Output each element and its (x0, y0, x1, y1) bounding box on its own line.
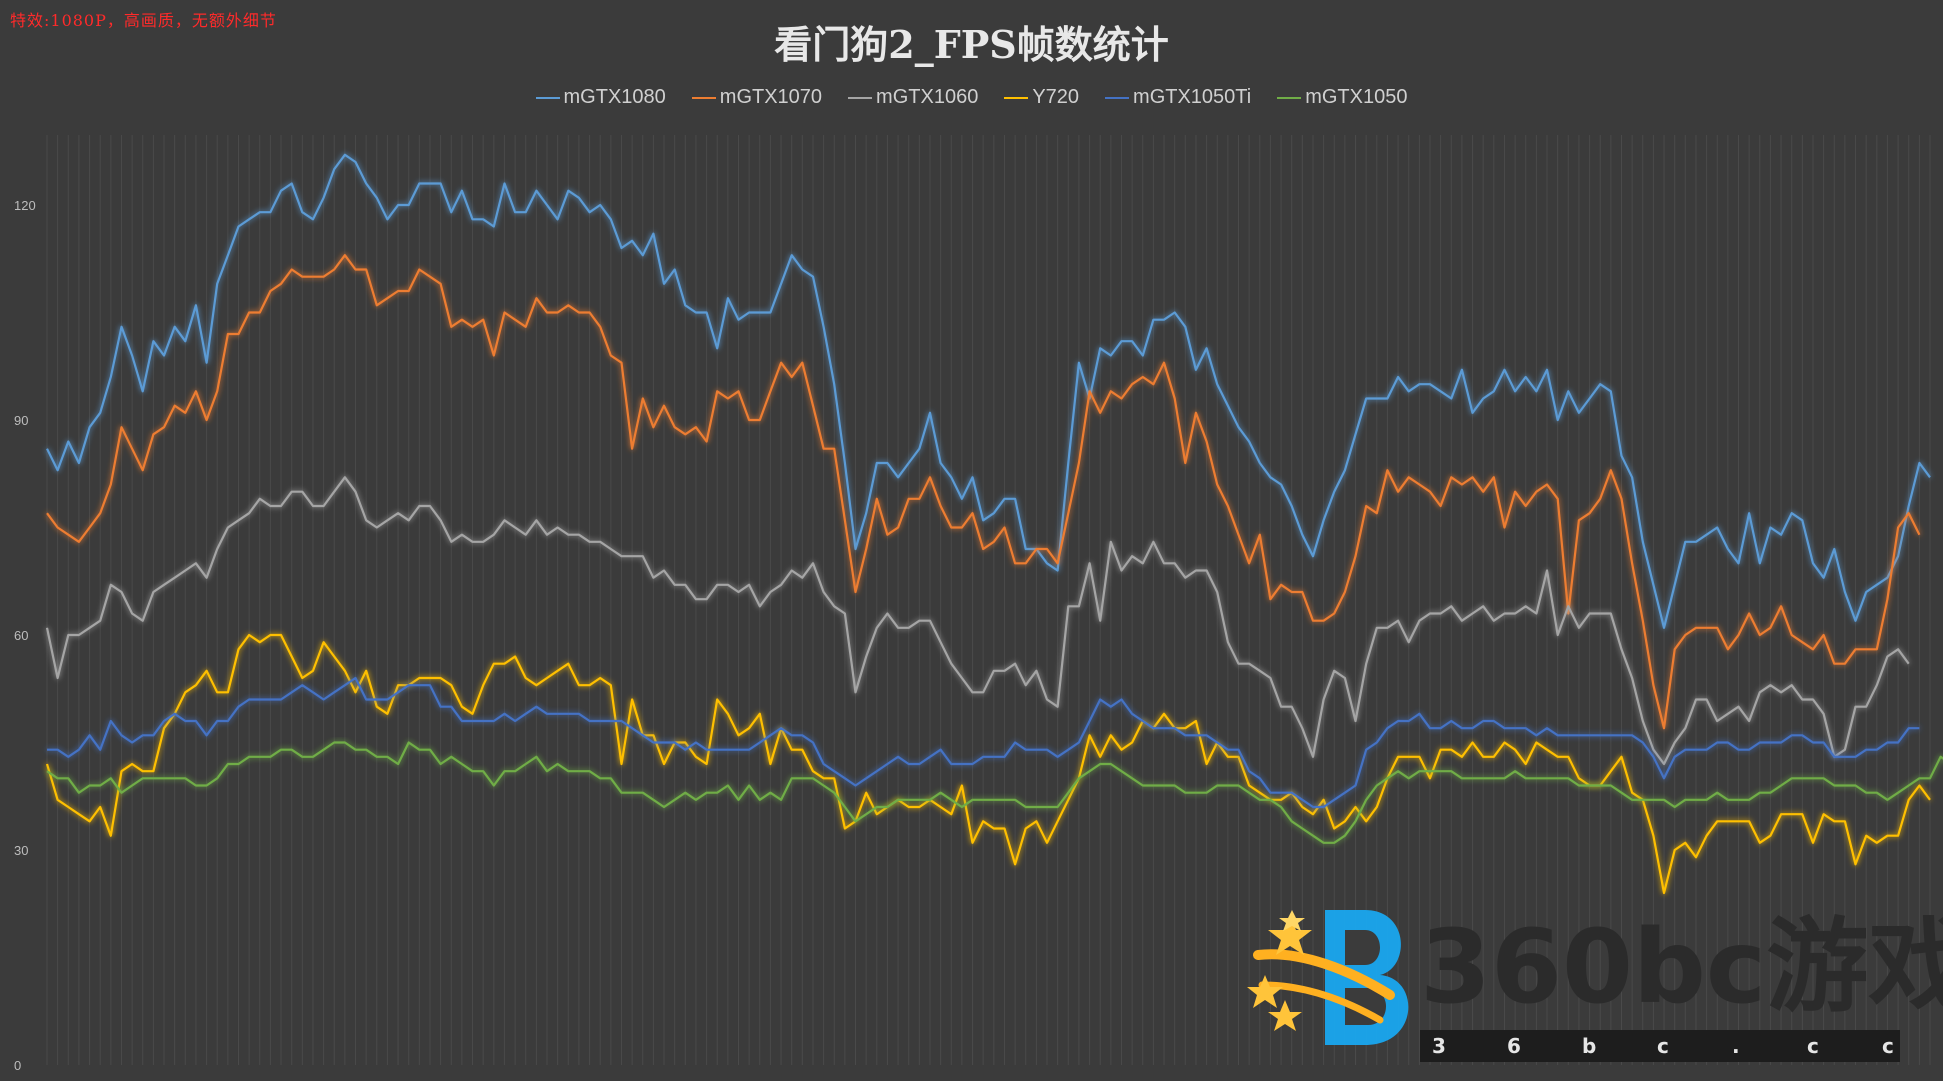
legend-item-mgtx1050ti: mGTX1050Ti (1105, 86, 1251, 109)
y-tick-label: 90 (14, 413, 28, 428)
series-line-mgtx1080 (46, 153, 1931, 629)
series-lines (45, 153, 1943, 895)
legend-label: mGTX1070 (719, 86, 823, 108)
y-tick-label: 120 (14, 198, 36, 213)
vertical-grid (46, 135, 1931, 1065)
watermark-sub-char: 3 (1432, 1034, 1446, 1058)
legend-swatch (535, 96, 560, 99)
settings-note: 特效:1080P，高画质，无额外细节 (10, 11, 277, 30)
legend-label: mGTX1080 (563, 86, 666, 108)
watermark-sub-char: b (1582, 1034, 1596, 1058)
series-line-mgtx1050ti (47, 676, 1920, 809)
watermark-sub-char: c (1882, 1034, 1894, 1058)
y-axis-ticks: 0 30 60 90 120 (14, 198, 36, 1073)
legend-item-mgtx1080: mGTX1080 (535, 86, 666, 109)
legend-item-mgtx1050: mGTX1050 (1277, 86, 1407, 109)
legend-swatch (848, 96, 873, 99)
watermark-sub-char: . (1732, 1034, 1740, 1058)
watermark-logo: 360bc游戏 3 6 b c. c c (1247, 908, 1943, 1062)
legend-item-mgtx1070: mGTX1070 (691, 86, 823, 109)
legend-label: mGTX1060 (876, 86, 979, 108)
legend-item-mgtx1060: mGTX1060 (848, 86, 978, 109)
series-line-mgtx1050 (46, 741, 1943, 844)
watermark-sub-char: 6 (1507, 1034, 1521, 1058)
series-line-y720 (45, 633, 1931, 895)
y-tick-label: 30 (14, 843, 28, 858)
legend-label: Y720 (1032, 86, 1080, 108)
legend-swatch (1277, 96, 1302, 99)
y-tick-label: 60 (14, 628, 28, 643)
legend: mGTX1080 mGTX1070 mGTX1060 Y720 mGTX1050Ti mG… (0, 86, 1943, 109)
legend-label: mGTX1050Ti (1133, 86, 1252, 108)
series-line-mgtx1060 (45, 476, 1910, 766)
chart-title: 看门狗2_FPS帧数统计 (774, 22, 1169, 67)
y-tick-label: 0 (14, 1058, 21, 1073)
legend-label: mGTX1050 (1305, 86, 1408, 108)
watermark-sub-char: c (1807, 1034, 1819, 1058)
series-line-mgtx1070 (46, 254, 1921, 730)
watermark-sub-char: c (1657, 1034, 1669, 1058)
watermark-brand: 360bc游戏 (1420, 908, 1943, 1027)
legend-item-y720: Y720 (1004, 86, 1079, 109)
legend-swatch (691, 96, 716, 99)
legend-swatch (1105, 96, 1130, 99)
legend-swatch (1004, 96, 1029, 99)
